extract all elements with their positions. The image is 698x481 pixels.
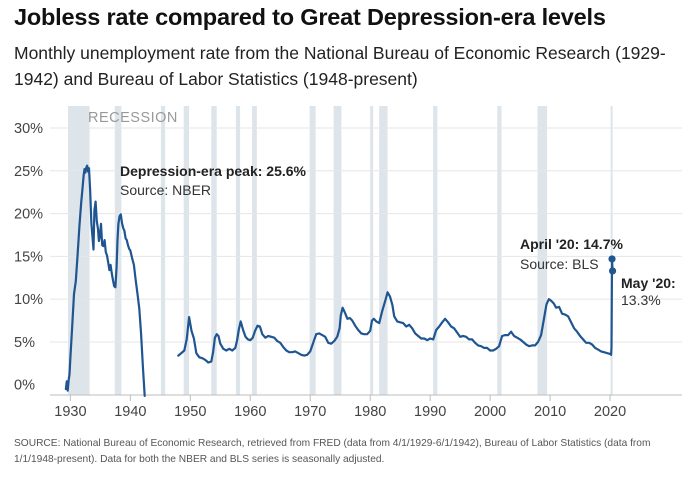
x-axis-ticks: 1930 1940 1950 1960 1970 1980 1990 2000 2010 2020 <box>54 395 626 420</box>
series-line-bls <box>177 257 614 364</box>
unemployment-series <box>64 164 614 397</box>
highlight-point-0 <box>608 255 616 263</box>
april-annotation-source: Source: BLS <box>520 256 599 272</box>
x-tick-label-1930: 1930 <box>54 404 86 420</box>
april-annotation-title: April '20: 14.7% <box>520 236 623 252</box>
peak-annotation-source: Source: NBER <box>120 182 211 198</box>
x-tick-label-2010: 2010 <box>534 404 566 420</box>
y-tick-label-15: 15% <box>14 249 43 265</box>
y-tick-label-10: 10% <box>14 292 43 308</box>
recession-band-6 <box>252 106 257 395</box>
x-tick-label-1970: 1970 <box>294 404 326 420</box>
recession-band-7 <box>309 106 316 395</box>
may-annotation-title: May '20: <box>621 275 676 291</box>
x-tick-label-2000: 2000 <box>474 404 506 420</box>
x-tick-label-1950: 1950 <box>174 404 206 420</box>
recession-band-9 <box>370 106 374 395</box>
y-tick-label-0: 0% <box>14 378 35 394</box>
chart-title: Jobless rate compared to Great Depressio… <box>14 4 606 30</box>
recession-band-2 <box>160 106 166 395</box>
unemployment-line-chart: RECESSION 0%5%10%15%20%25%30% 1930 1940 19… <box>14 106 682 420</box>
recession-band-4 <box>211 106 217 395</box>
recession-band-14 <box>610 106 613 395</box>
recession-label: RECESSION <box>88 110 178 126</box>
recession-band-12 <box>497 106 502 395</box>
highlight-points <box>608 255 617 275</box>
recession-band-11 <box>433 106 438 395</box>
recession-band-5 <box>235 106 241 395</box>
y-tick-label-20: 20% <box>14 207 43 223</box>
x-tick-label-1980: 1980 <box>354 404 386 420</box>
x-tick-label-1940: 1940 <box>114 404 146 420</box>
y-tick-label-25: 25% <box>14 164 43 180</box>
source-note: SOURCE: National Bureau of Economic Rese… <box>14 438 651 465</box>
recession-band-8 <box>333 106 342 395</box>
x-tick-label-1960: 1960 <box>234 404 266 420</box>
recession-band-10 <box>379 106 388 395</box>
recession-band-3 <box>183 106 190 395</box>
chart-subtitle: Monthly unemployment rate from the Natio… <box>14 43 666 89</box>
peak-annotation-title: Depression-era peak: 25.6% <box>120 163 307 179</box>
x-tick-label-1990: 1990 <box>414 404 446 420</box>
y-tick-label-30: 30% <box>14 121 43 137</box>
recession-band-13 <box>537 106 548 395</box>
may-annotation-value: 13.3% <box>621 292 661 308</box>
y-axis-ticks: 0% 5% 10% 15% 20% 25% 30% <box>14 121 682 394</box>
highlight-point-1 <box>608 267 617 275</box>
y-tick-label-5: 5% <box>14 335 35 351</box>
x-tick-label-2020: 2020 <box>594 404 626 420</box>
series-line-nber <box>64 164 146 397</box>
